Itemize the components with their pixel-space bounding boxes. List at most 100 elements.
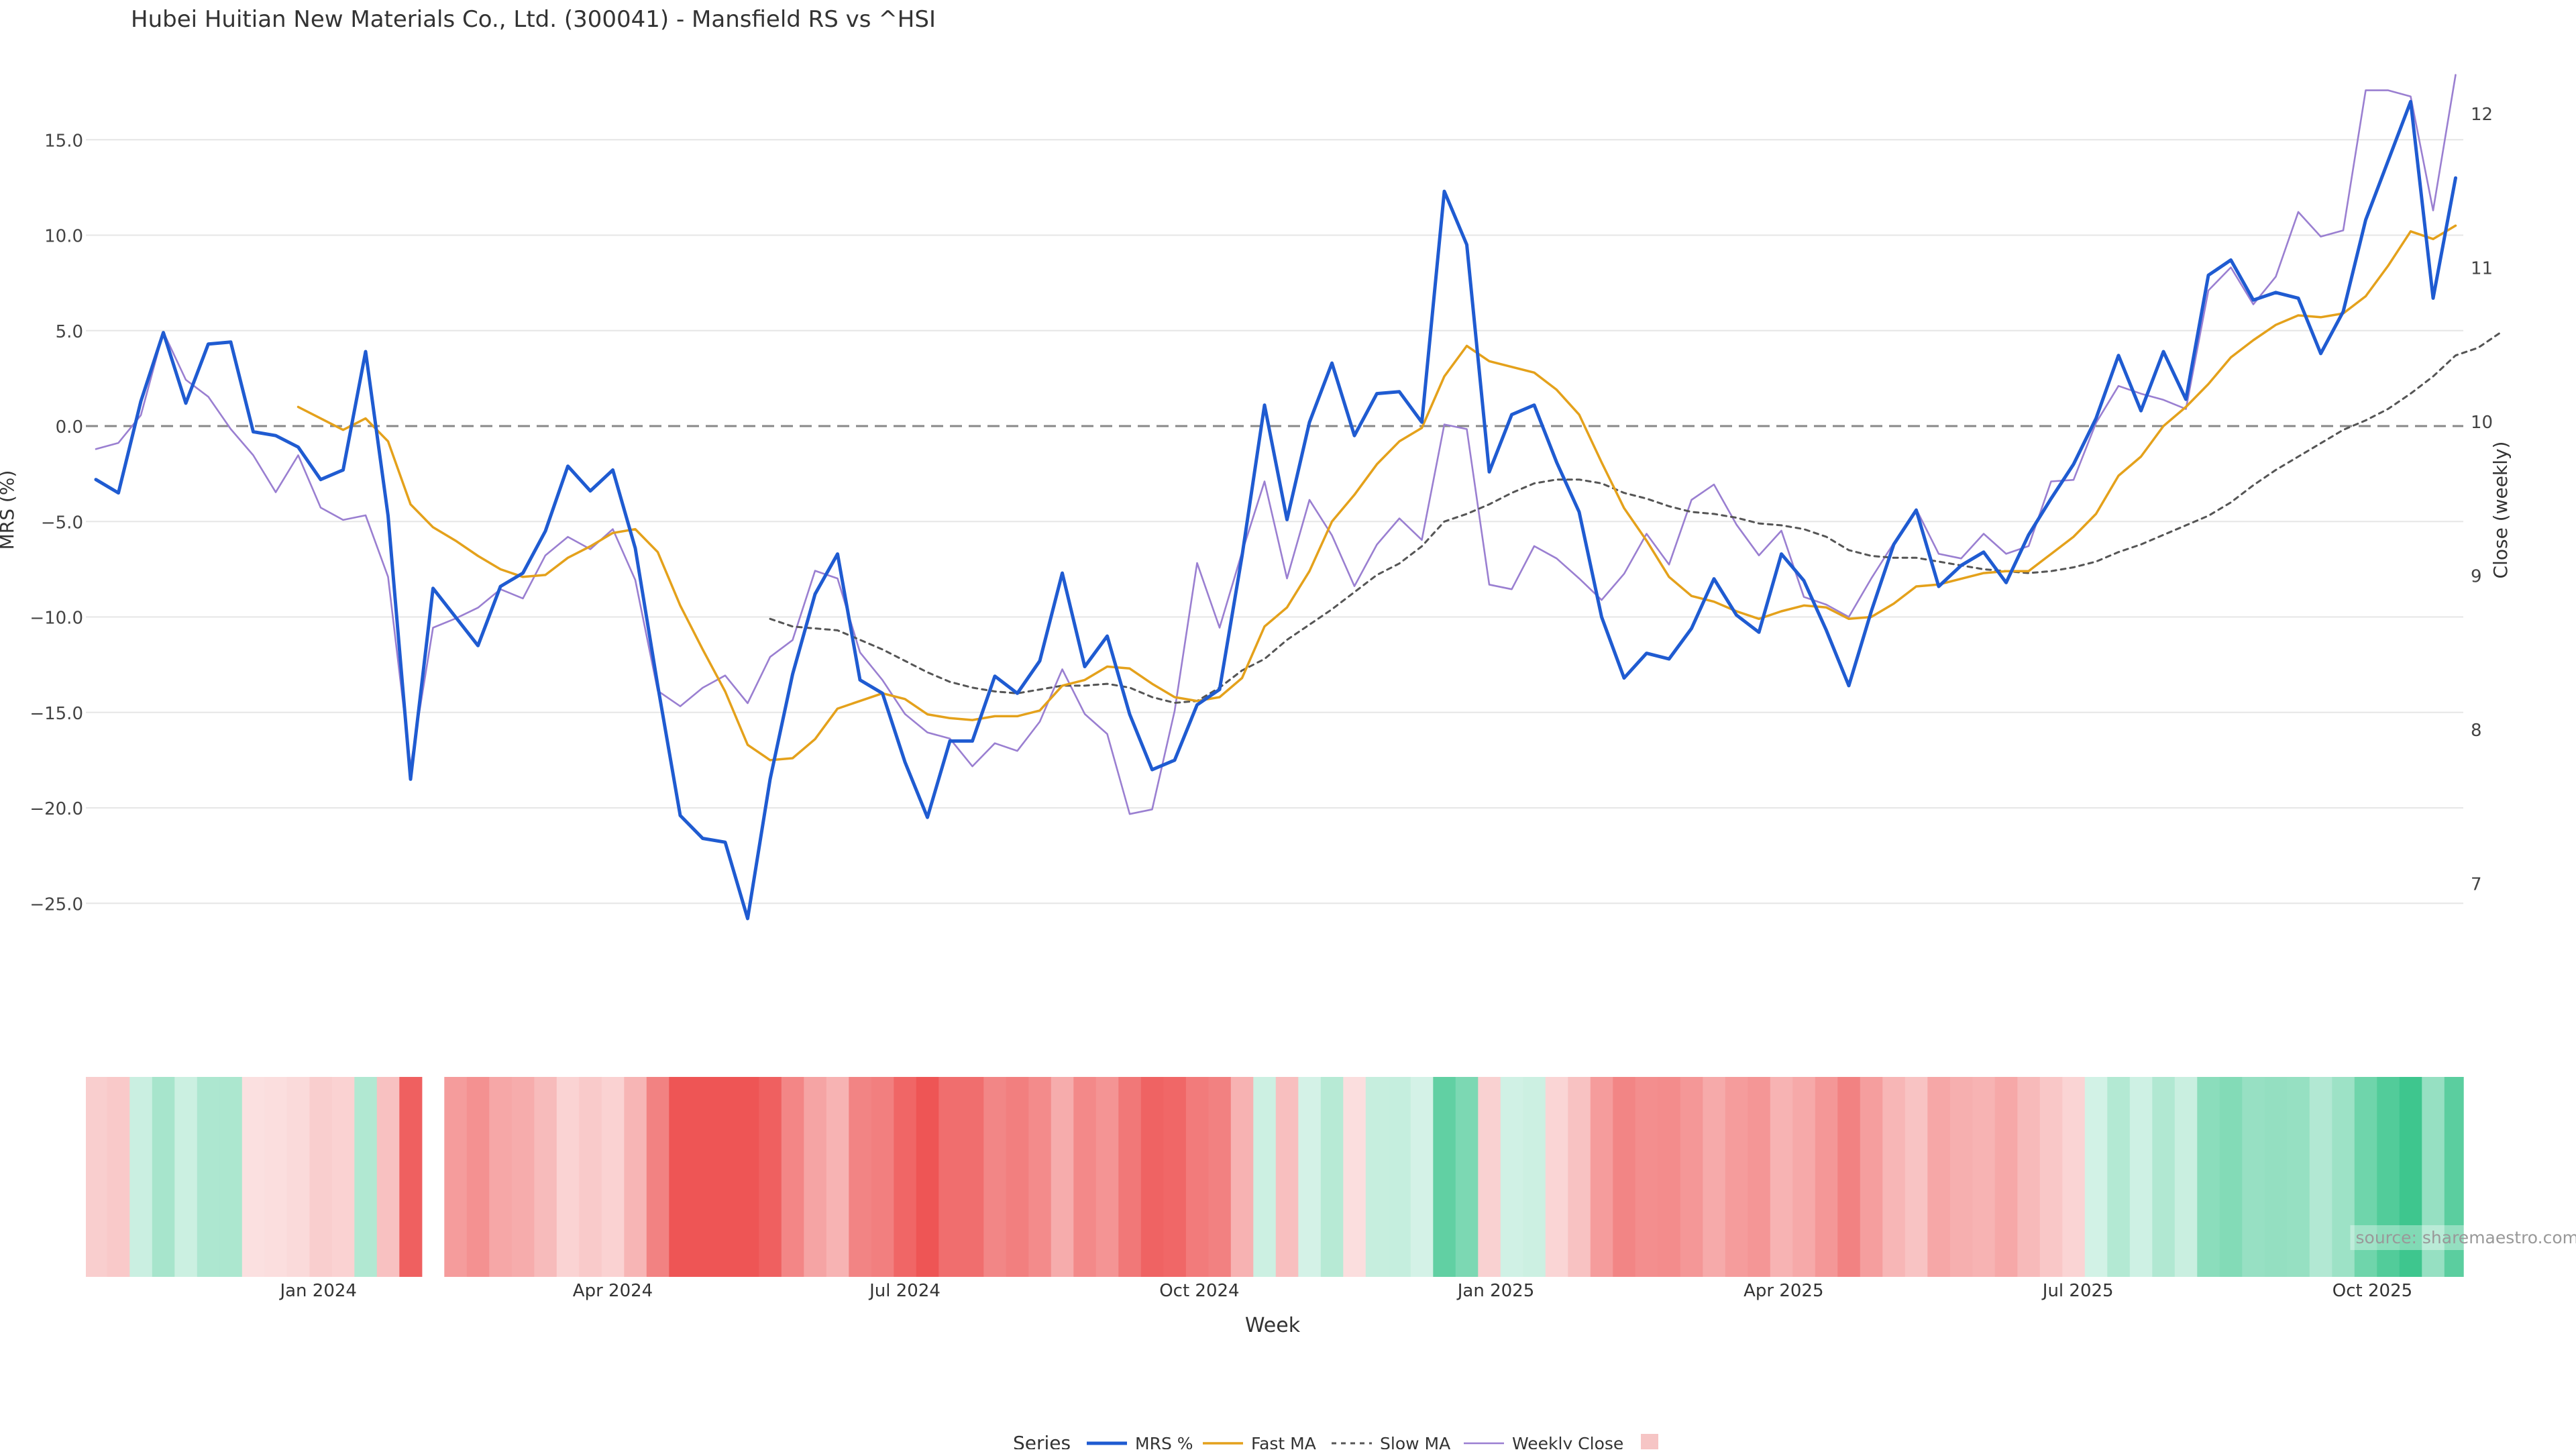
x-tick-label: Jan 2025 [1456, 1281, 1535, 1301]
heatmap-cell [1950, 1077, 1973, 1277]
heatmap-cell [1321, 1077, 1344, 1277]
heatmap-cell [1478, 1077, 1501, 1277]
heatmap-cell [197, 1077, 220, 1277]
heatmap-cell [512, 1077, 535, 1277]
y2-tick-label: 10 [2471, 413, 2493, 433]
heatmap-cell [871, 1077, 894, 1277]
heatmap-cell [1411, 1077, 1434, 1277]
y-tick-label: 10.0 [44, 227, 83, 247]
heatmap-cell [1591, 1077, 1613, 1277]
heatmap-cell [1253, 1077, 1276, 1277]
heatmap-cell [2062, 1077, 2085, 1277]
heatmap-cell [489, 1077, 512, 1277]
heatmap-cell [849, 1077, 871, 1277]
heatmap-cell [534, 1077, 557, 1277]
heatmap-cell [1748, 1077, 1770, 1277]
heatmap-cell [1972, 1077, 1995, 1277]
heatmap-cell [1837, 1077, 1860, 1277]
legend-label: Fast MA [1251, 1434, 1316, 1449]
heatmap-cell [759, 1077, 782, 1277]
heatmap-cell [1343, 1077, 1366, 1277]
heatmap-cell [1995, 1077, 2018, 1277]
heatmap-cell [916, 1077, 939, 1277]
y-axis-label: MRS (%) [0, 470, 18, 550]
heatmap-cell [557, 1077, 580, 1277]
heatmap-cell [961, 1077, 984, 1277]
y2-tick-label: 8 [2471, 721, 2482, 741]
heatmap-cell [2242, 1077, 2265, 1277]
heatmap-cell [602, 1077, 625, 1277]
chart-title: Hubei Huitian New Materials Co., Ltd. (3… [131, 6, 936, 33]
heatmap-cell [1635, 1077, 1658, 1277]
heatmap-cell [938, 1077, 961, 1277]
heatmap-cell [1096, 1077, 1119, 1277]
y2-tick-label: 11 [2471, 259, 2493, 279]
legend-label: Weekly Close [1512, 1434, 1623, 1449]
heatmap-cell [2152, 1077, 2175, 1277]
heatmap-cell [1276, 1077, 1299, 1277]
heatmap-cell [1882, 1077, 1905, 1277]
heatmap-cell [86, 1077, 107, 1277]
heatmap-cell [624, 1077, 647, 1277]
y-tick-label: −15.0 [30, 704, 83, 724]
heatmap-cell [399, 1077, 422, 1277]
heatmap-cell [983, 1077, 1006, 1277]
heatmap-cell [1703, 1077, 1725, 1277]
heatmap-cell [1523, 1077, 1546, 1277]
x-tick-label: Jan 2024 [278, 1281, 357, 1301]
heatmap-cell [692, 1077, 714, 1277]
heatmap-cell [354, 1077, 377, 1277]
source-watermark: source: sharemaestro.com [2356, 1228, 2576, 1247]
legend-label: Slow MA [1380, 1434, 1450, 1449]
heatmap-cell [1568, 1077, 1591, 1277]
heatmap-cell [1815, 1077, 1838, 1277]
legend-swatch-heatmap [1641, 1434, 1658, 1449]
heatmap-cell [332, 1077, 355, 1277]
x-tick-label: Apr 2024 [573, 1281, 653, 1301]
heatmap-cell [647, 1077, 669, 1277]
heatmap-cell [1905, 1077, 1928, 1277]
heatmap-cell [1860, 1077, 1883, 1277]
heatmap-cell [1658, 1077, 1680, 1277]
heatmap-cell [1725, 1077, 1748, 1277]
heatmap-cell [1388, 1077, 1411, 1277]
heatmap-cell [219, 1077, 242, 1277]
y-tick-label: 15.0 [44, 131, 83, 151]
heatmap-cell [444, 1077, 467, 1277]
heatmap-cell [826, 1077, 849, 1277]
y-tick-label: −25.0 [30, 894, 83, 915]
heatmap-cell [1186, 1077, 1209, 1277]
heatmap-cell [2197, 1077, 2220, 1277]
heatmap-cell [1006, 1077, 1029, 1277]
heatmap-cell [894, 1077, 916, 1277]
heatmap-cell [1927, 1077, 1950, 1277]
x-tick-label: Oct 2025 [2332, 1281, 2412, 1301]
heatmap-cell [264, 1077, 287, 1277]
heatmap-cell [1298, 1077, 1321, 1277]
heatmap-cell [2220, 1077, 2243, 1277]
heatmap-cell [1118, 1077, 1141, 1277]
x-tick-label: Apr 2025 [1743, 1281, 1823, 1301]
heatmap-cell [2310, 1077, 2332, 1277]
heatmap-cell [1680, 1077, 1703, 1277]
heatmap-cell [2040, 1077, 2063, 1277]
heatmap-cell [1208, 1077, 1231, 1277]
y-tick-label: −5.0 [41, 513, 83, 533]
heatmap-cell [1051, 1077, 1074, 1277]
heatmap-cell [669, 1077, 692, 1277]
heatmap-cell [1770, 1077, 1793, 1277]
heatmap-cell [2265, 1077, 2288, 1277]
heatmap-cell [1546, 1077, 1568, 1277]
y-tick-label: 0.0 [56, 417, 83, 437]
y2-tick-label: 7 [2471, 875, 2482, 895]
y2-axis-label: Close (weekly) [2489, 442, 2512, 579]
heatmap-cell [1433, 1077, 1456, 1277]
heatmap-cell [309, 1077, 332, 1277]
y2-tick-label: 9 [2471, 567, 2482, 587]
x-tick-label: Oct 2024 [1159, 1281, 1239, 1301]
heatmap-cell [1073, 1077, 1096, 1277]
heatmap-cell [579, 1077, 602, 1277]
heatmap-cell [804, 1077, 826, 1277]
heatmap-cell [1141, 1077, 1164, 1277]
